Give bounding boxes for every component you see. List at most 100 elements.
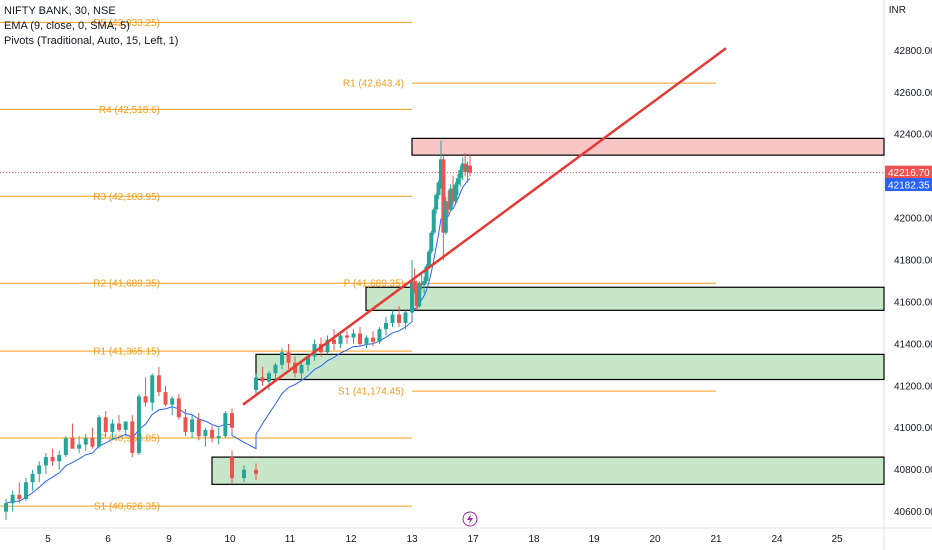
demand-zone bbox=[255, 353, 885, 381]
candle-body bbox=[90, 438, 95, 447]
x-tick-label: 18 bbox=[528, 534, 540, 545]
x-tick-label: 9 bbox=[166, 534, 172, 545]
candle-body bbox=[203, 429, 208, 437]
candle-body bbox=[448, 188, 453, 210]
candle-body bbox=[242, 469, 246, 479]
candle-body bbox=[210, 429, 215, 439]
candle-body bbox=[460, 163, 465, 170]
y-tick-label: 42400.00 bbox=[894, 130, 932, 141]
pivot-level-label: P (40,950.85) bbox=[100, 434, 160, 445]
lightning-icon-glyph bbox=[467, 514, 473, 524]
candle-body bbox=[196, 419, 201, 437]
candle-body bbox=[417, 283, 422, 307]
candle-body bbox=[260, 377, 265, 382]
y-tick-label: 41600.00 bbox=[894, 297, 932, 308]
last-price-label: 42216.70 bbox=[888, 168, 930, 179]
ema-line bbox=[5, 178, 471, 504]
candle-body bbox=[441, 159, 446, 233]
x-tick-label: 12 bbox=[345, 534, 357, 545]
pivots-indicator-label[interactable]: Pivots (Traditional, Auto, 15, Left, 1) bbox=[4, 35, 179, 47]
candle-body bbox=[230, 413, 234, 428]
candle-body bbox=[37, 465, 42, 474]
y-tick-label: 42000.00 bbox=[894, 214, 932, 225]
x-tick-label: 24 bbox=[771, 534, 783, 545]
x-tick-label: 20 bbox=[649, 534, 661, 545]
candle-body bbox=[77, 444, 82, 449]
candle-body bbox=[150, 375, 155, 403]
pivot-level-label: R1 (42,643.4) bbox=[343, 79, 404, 90]
x-tick-label: 21 bbox=[710, 534, 722, 545]
candle-body bbox=[254, 377, 258, 390]
candle-body bbox=[465, 165, 470, 172]
candle-body bbox=[384, 322, 388, 330]
demand-zone bbox=[365, 286, 885, 311]
candle-body bbox=[170, 398, 175, 405]
candle-body bbox=[358, 333, 362, 344]
candle-body bbox=[325, 339, 330, 353]
candle-body bbox=[130, 421, 135, 453]
candle-body bbox=[377, 329, 382, 342]
candle-body bbox=[458, 169, 463, 179]
y-tick-label: 41800.00 bbox=[894, 256, 932, 267]
candle-body bbox=[434, 195, 439, 210]
pivot-level-label: R3 (42,103.95) bbox=[93, 192, 160, 203]
candle-body bbox=[446, 201, 451, 210]
candle-body bbox=[183, 417, 188, 432]
candle-body bbox=[338, 335, 343, 344]
candle-body bbox=[30, 473, 35, 483]
y-tick-label: 41400.00 bbox=[894, 339, 932, 350]
candle-body bbox=[57, 455, 62, 462]
symbol-title[interactable]: NIFTY BANK, 30, NSE bbox=[4, 5, 116, 17]
y-tick-label: 40600.00 bbox=[894, 507, 932, 518]
last-price-badge bbox=[885, 165, 932, 179]
ema-price-badge bbox=[885, 178, 932, 192]
candle-body bbox=[273, 364, 278, 374]
candle-body bbox=[468, 165, 472, 173]
candle-body bbox=[351, 333, 356, 338]
candle-body bbox=[223, 413, 228, 437]
candle-body bbox=[63, 438, 68, 455]
y-tick-label: 41200.00 bbox=[894, 381, 932, 392]
candle-body bbox=[306, 356, 310, 365]
candle-body bbox=[10, 494, 15, 504]
candle-body bbox=[332, 339, 336, 344]
candle-body bbox=[83, 438, 88, 445]
candle-body bbox=[364, 337, 369, 344]
x-tick-label: 5 bbox=[45, 534, 51, 545]
candle-body bbox=[70, 438, 75, 449]
candle-body bbox=[410, 280, 414, 300]
candle-body bbox=[436, 182, 441, 195]
candle-body bbox=[216, 436, 221, 439]
y-tick-label: 40800.00 bbox=[894, 465, 932, 476]
candle-body bbox=[176, 398, 181, 418]
y-tick-label: 42600.00 bbox=[894, 88, 932, 99]
candle-body bbox=[110, 423, 115, 432]
x-tick-label: 6 bbox=[105, 534, 111, 545]
candle-body bbox=[419, 283, 424, 286]
candle-body bbox=[426, 251, 431, 267]
pivot-level-label: R5 (42,933.25) bbox=[93, 18, 160, 29]
pivot-level-label: P (41,689.35) bbox=[344, 279, 404, 290]
candle-body bbox=[136, 396, 141, 453]
x-tick-label: 11 bbox=[285, 534, 296, 545]
candle-body bbox=[123, 421, 128, 430]
candle-body bbox=[424, 266, 429, 281]
candle-body bbox=[143, 396, 148, 403]
candle-body bbox=[43, 457, 48, 466]
demand-zone bbox=[211, 456, 885, 485]
ema-indicator-label[interactable]: EMA (9, close, 0, SMA, 5) bbox=[4, 20, 130, 32]
candle-body bbox=[403, 312, 408, 323]
x-tick-label: 13 bbox=[406, 534, 418, 545]
candle-body bbox=[103, 417, 108, 432]
currency-label: INR bbox=[888, 5, 906, 16]
candle-body bbox=[410, 299, 414, 313]
candle-body bbox=[390, 314, 395, 323]
x-tick-label: 19 bbox=[588, 534, 600, 545]
candle-body bbox=[23, 482, 28, 500]
candle-body bbox=[312, 343, 317, 357]
candle-body bbox=[429, 232, 434, 252]
x-tick-label: 17 bbox=[467, 534, 479, 545]
candle-body bbox=[431, 209, 436, 233]
candle-body bbox=[117, 423, 121, 430]
